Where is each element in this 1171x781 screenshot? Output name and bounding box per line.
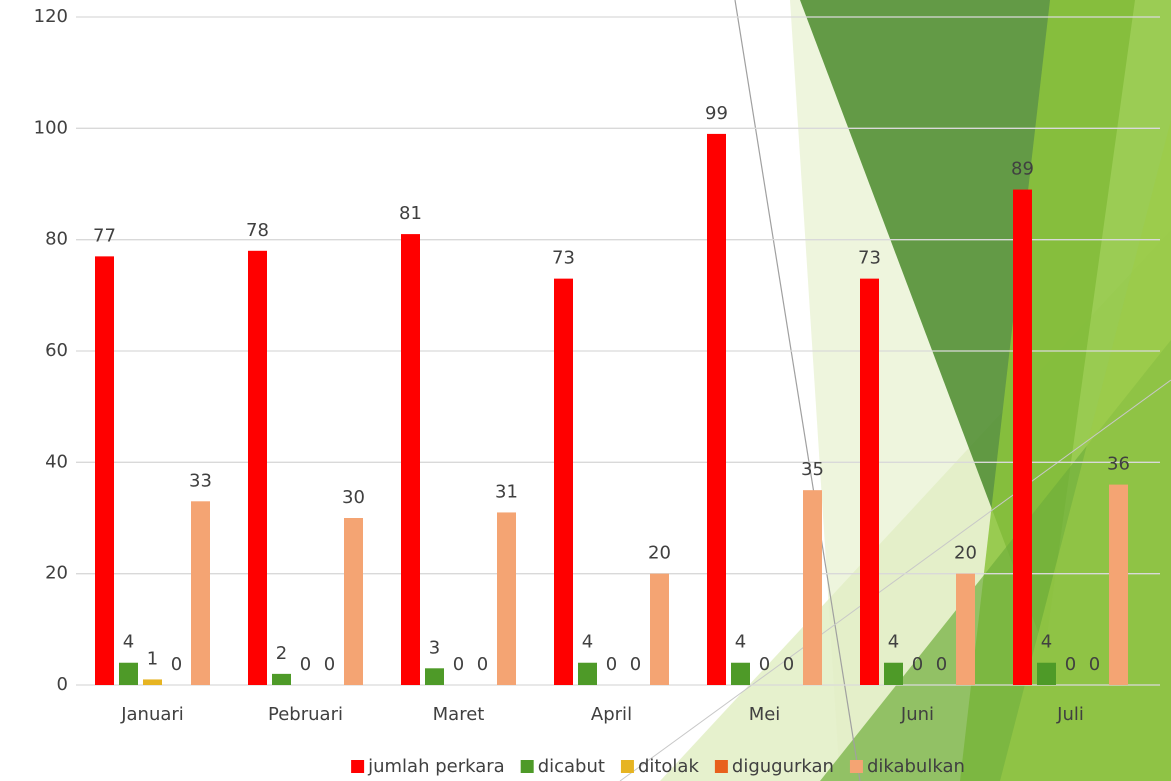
- data-label: 99: [705, 103, 728, 124]
- data-label: 0: [912, 654, 923, 675]
- legend-label: digugurkan: [732, 756, 834, 777]
- bar: [344, 518, 363, 685]
- bar: [578, 663, 597, 685]
- bar: [1037, 663, 1056, 685]
- data-label: 0: [1089, 654, 1100, 675]
- data-label: 35: [801, 459, 824, 480]
- bar: [884, 663, 903, 685]
- bar: [1109, 485, 1128, 685]
- x-tick-label: Juni: [900, 704, 934, 725]
- bar: [248, 251, 267, 685]
- bar: [191, 501, 210, 685]
- legend-label: jumlah perkara: [367, 756, 505, 777]
- data-label: 73: [858, 248, 881, 269]
- bar: [425, 668, 444, 685]
- bar: [650, 574, 669, 685]
- data-label: 4: [582, 632, 593, 653]
- data-label: 0: [936, 654, 947, 675]
- data-label: 0: [477, 654, 488, 675]
- data-label: 0: [324, 654, 335, 675]
- data-label: 20: [954, 543, 977, 564]
- legend-label: ditolak: [638, 756, 700, 777]
- y-tick-label: 20: [45, 563, 68, 584]
- data-label: 78: [246, 220, 269, 241]
- x-tick-label: Maret: [433, 704, 485, 725]
- bar: [1013, 190, 1032, 685]
- x-tick-label: Pebruari: [268, 704, 343, 725]
- legend-swatch: [621, 760, 634, 773]
- bar: [707, 134, 726, 685]
- bar: [554, 279, 573, 685]
- x-tick-label: Mei: [749, 704, 781, 725]
- data-label: 77: [93, 225, 116, 246]
- bar: [731, 663, 750, 685]
- legend-label: dikabulkan: [867, 756, 965, 777]
- x-tick-label: Juli: [1056, 704, 1084, 725]
- data-label: 3: [429, 637, 440, 658]
- bar: [95, 256, 114, 685]
- bar: [956, 574, 975, 685]
- y-tick-label: 0: [57, 674, 68, 695]
- data-label: 73: [552, 248, 575, 269]
- data-label: 89: [1011, 159, 1034, 180]
- data-label: 0: [171, 654, 182, 675]
- data-label: 30: [342, 487, 365, 508]
- data-label: 0: [1065, 654, 1076, 675]
- y-tick-label: 80: [45, 229, 68, 250]
- bar: [119, 663, 138, 685]
- bar: [272, 674, 291, 685]
- x-tick-label: Januari: [120, 704, 184, 725]
- data-label: 81: [399, 203, 422, 224]
- legend-label: dicabut: [538, 756, 605, 777]
- data-label: 33: [189, 470, 212, 491]
- legend-swatch: [850, 760, 863, 773]
- data-label: 4: [1041, 632, 1052, 653]
- data-label: 4: [735, 632, 746, 653]
- data-label: 36: [1107, 454, 1130, 475]
- bar: [803, 490, 822, 685]
- x-tick-label: April: [591, 704, 632, 725]
- data-label: 0: [300, 654, 311, 675]
- data-label: 0: [606, 654, 617, 675]
- data-label: 0: [759, 654, 770, 675]
- bar: [860, 279, 879, 685]
- data-label: 0: [453, 654, 464, 675]
- y-tick-label: 40: [45, 451, 68, 472]
- data-label: 31: [495, 481, 518, 502]
- bar: [497, 512, 516, 685]
- data-label: 1: [147, 648, 158, 669]
- y-tick-label: 120: [34, 6, 68, 27]
- data-label: 0: [630, 654, 641, 675]
- bar: [401, 234, 420, 685]
- legend-swatch: [351, 760, 364, 773]
- data-label: 20: [648, 543, 671, 564]
- legend-swatch: [521, 760, 534, 773]
- legend-swatch: [715, 760, 728, 773]
- data-label: 4: [888, 632, 899, 653]
- bar: [143, 679, 162, 685]
- y-tick-label: 100: [34, 117, 68, 138]
- data-label: 4: [123, 632, 134, 653]
- data-label: 2: [276, 643, 287, 664]
- chart: 020406080100120Januari7741033Pebruari782…: [0, 0, 1171, 781]
- y-tick-label: 60: [45, 340, 68, 361]
- data-label: 0: [783, 654, 794, 675]
